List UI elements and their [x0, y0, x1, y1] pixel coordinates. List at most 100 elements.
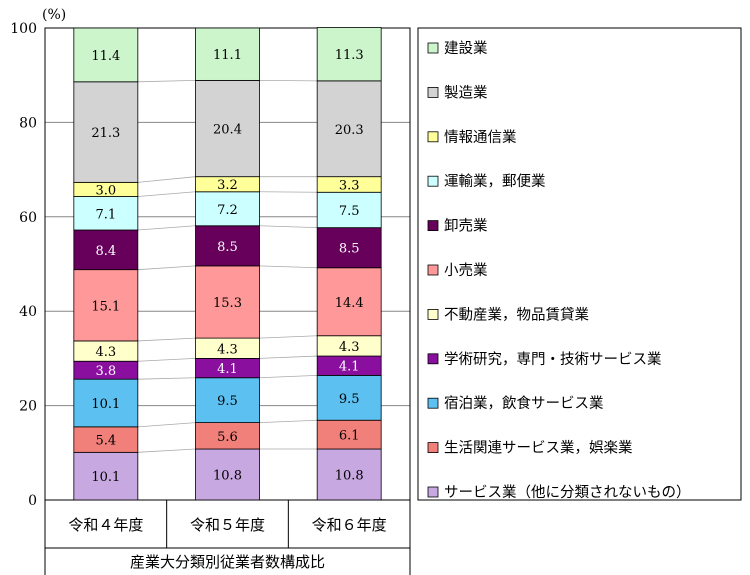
data-label: 3.2 — [217, 178, 238, 193]
legend-entry: 宿泊業，飲食サービス業 — [444, 395, 604, 412]
legend-swatch — [427, 42, 439, 54]
legend-entry: 卸売業 — [444, 218, 488, 235]
bar-segment — [195, 225, 260, 267]
data-label: 6.1 — [339, 429, 360, 444]
data-label: 10.1 — [91, 397, 120, 412]
legend-swatch — [427, 264, 439, 276]
legend-entry: 運輸業，郵便業 — [444, 173, 546, 190]
legend-swatch — [427, 87, 439, 98]
legend-swatch — [427, 486, 439, 498]
legend-entry: 建設業 — [444, 40, 488, 57]
legend-swatch — [427, 442, 439, 454]
data-label: 14.4 — [335, 296, 364, 311]
legend-swatch — [427, 220, 439, 232]
connector-line — [259, 335, 318, 339]
data-label: 15.1 — [91, 299, 120, 314]
data-label: 5.4 — [95, 434, 116, 449]
data-label: 8.5 — [217, 240, 238, 255]
data-label: 4.1 — [217, 362, 238, 377]
bar-segment — [316, 448, 382, 501]
x-axis-table: 産業大分類別従業者数構成比 令和４年度 令和５年度 令和６年度 — [44, 500, 411, 575]
connector-line — [137, 191, 196, 197]
bar-segment — [316, 27, 382, 82]
connector-line — [137, 79, 196, 83]
bar-segment — [316, 419, 382, 450]
connector-line — [259, 265, 318, 269]
data-label: 4.3 — [95, 345, 116, 360]
data-label: 7.1 — [95, 207, 116, 222]
bar-segment — [195, 377, 260, 423]
bar-segment — [195, 27, 260, 81]
legend-swatch — [427, 308, 439, 320]
connector-line — [137, 337, 196, 342]
y-tick-label: 80 — [19, 115, 37, 131]
data-label: 11.1 — [213, 48, 242, 63]
data-label: 9.5 — [217, 394, 238, 409]
legend-frame — [417, 27, 742, 501]
y-axis: (%) 0 20 40 60 80 100 — [10, 7, 66, 509]
connector-line — [137, 225, 196, 231]
legend-swatch — [427, 175, 439, 187]
bar-segment — [316, 374, 382, 421]
x-category-label: 令和５年度 — [190, 516, 265, 534]
data-label: 4.3 — [339, 340, 360, 355]
data-label: 20.3 — [335, 123, 364, 138]
bar-segment — [73, 269, 139, 342]
bar-segment — [73, 426, 139, 453]
data-label: 3.8 — [95, 364, 116, 379]
legend-entry: 製造業 — [444, 84, 488, 101]
connector-line — [259, 225, 318, 229]
bar-segment — [73, 27, 139, 83]
legend-swatch — [427, 131, 439, 143]
connector-line — [137, 176, 196, 183]
legend-swatch — [427, 353, 439, 365]
x-axis-title: 産業大分類別従業者数構成比 — [130, 553, 325, 571]
data-label: 11.3 — [335, 48, 364, 63]
connector-line — [137, 265, 196, 271]
y-tick-label: 100 — [10, 21, 37, 37]
data-label: 7.5 — [339, 204, 360, 219]
bar-segment — [195, 79, 260, 178]
data-label: 10.8 — [213, 469, 242, 484]
bar-segment — [316, 267, 382, 337]
data-label: 3.3 — [339, 178, 360, 193]
y-tick-label: 0 — [28, 493, 37, 509]
y-tick-label: 20 — [19, 399, 37, 415]
data-label: 4.1 — [339, 360, 360, 375]
data-label: 5.6 — [217, 430, 238, 445]
bar-segment — [316, 80, 382, 178]
connector-line — [259, 374, 318, 379]
legend-entry: 情報通信業 — [444, 129, 517, 146]
series-connector-lines — [137, 79, 318, 453]
data-label: 20.4 — [213, 123, 242, 138]
connector-line — [137, 377, 196, 380]
bar-segment — [195, 448, 260, 501]
data-label: 3.0 — [95, 183, 116, 198]
connector-line — [137, 358, 196, 362]
bar-segment — [73, 81, 139, 183]
connector-line — [137, 448, 196, 453]
data-label: 8.4 — [95, 244, 116, 259]
y-tick-label: 60 — [19, 210, 37, 226]
bar-segment — [73, 451, 139, 501]
legend-entry: サービス業（他に分類されないもの） — [444, 484, 691, 501]
data-label: 11.4 — [91, 49, 120, 64]
bar-segment — [73, 196, 139, 231]
legend-entry: 不動産業，物品賃貸業 — [444, 306, 589, 323]
connector-line — [259, 355, 318, 359]
y-axis-unit-label: (%) — [42, 7, 66, 23]
legend: 建設業製造業情報通信業運輸業，郵便業卸売業小売業不動産業，物品賃貸業学術研究，専… — [417, 27, 742, 501]
connector-line — [259, 419, 318, 423]
x-category-label: 令和６年度 — [312, 516, 387, 534]
data-label: 8.5 — [339, 242, 360, 257]
data-label: 15.3 — [213, 296, 242, 311]
data-label: 9.5 — [339, 392, 360, 407]
data-label: 10.8 — [335, 469, 364, 484]
bar-segment — [73, 229, 139, 271]
bar-segment — [195, 422, 260, 450]
legend-entry: 学術研究，専門・技術サービス業 — [444, 351, 662, 368]
data-label: 21.3 — [91, 126, 120, 141]
legend-entry: 生活関連サービス業，娯楽業 — [444, 440, 633, 457]
data-label: 10.1 — [91, 470, 120, 485]
